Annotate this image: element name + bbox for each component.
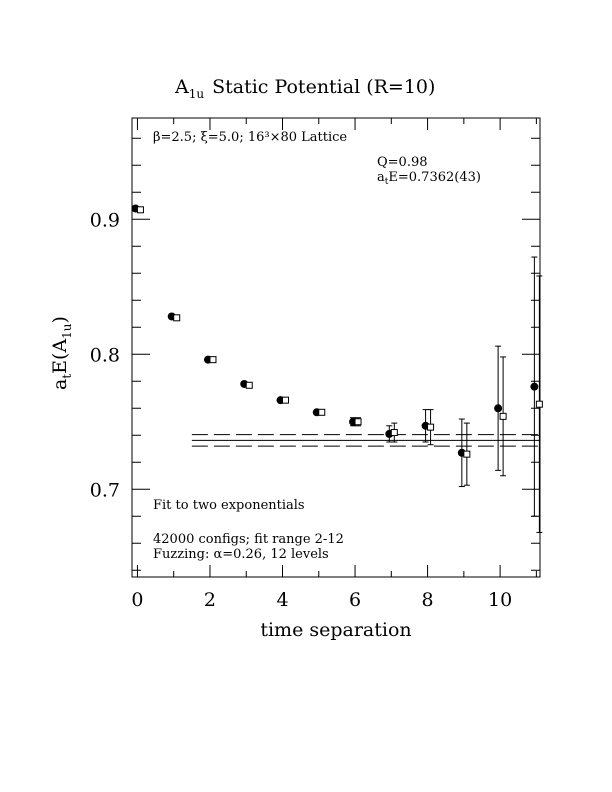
data-point-square bbox=[427, 423, 435, 431]
fit-result-rest: E=0.7362(43) bbox=[388, 170, 481, 185]
q-label: Q=0.98 bbox=[377, 155, 428, 170]
ylabel-sub-1u: 1u bbox=[60, 323, 74, 339]
x-axis-label: time separation bbox=[260, 619, 411, 641]
data-point-square bbox=[209, 356, 217, 364]
data-point-square bbox=[136, 206, 144, 214]
data-point-square bbox=[499, 412, 507, 420]
title-subscript: 1u bbox=[189, 87, 205, 101]
fit-result-sub: t bbox=[385, 177, 389, 187]
chart-title: A1u Static Potential (R=10) bbox=[174, 76, 435, 101]
fit-result-main: a bbox=[377, 170, 385, 185]
ylabel-sub-t: t bbox=[60, 374, 74, 379]
y-axis-label: atE(A1u) bbox=[49, 316, 74, 390]
axis-ticks bbox=[132, 118, 540, 577]
fit-note: Fit to two exponentials bbox=[153, 498, 305, 513]
data-point-square bbox=[282, 396, 290, 404]
x-tick-label: 10 bbox=[488, 589, 512, 611]
data-points bbox=[131, 204, 543, 533]
x-tick-label: 8 bbox=[422, 589, 434, 611]
y-tick-label: 0.7 bbox=[90, 479, 120, 501]
x-tick-label: 6 bbox=[349, 589, 361, 611]
data-point-circle bbox=[494, 404, 503, 413]
lattice-label: β=2.5; ξ=5.0; 16³×80 Lattice bbox=[153, 130, 347, 145]
y-tick-label: 0.8 bbox=[90, 344, 120, 366]
configs-note: 42000 configs; fit range 2-12 bbox=[153, 532, 344, 547]
fit-result-label: atE=0.7362(43) bbox=[377, 170, 481, 187]
ylabel-end: ) bbox=[49, 316, 71, 323]
y-tick-label: 0.9 bbox=[90, 209, 120, 231]
fit-lines bbox=[191, 434, 540, 447]
x-tick-label: 4 bbox=[276, 589, 288, 611]
plot-frame bbox=[131, 117, 541, 578]
ylabel-main: a bbox=[49, 379, 71, 390]
axis-tick-labels: 0 2 4 6 8 10 0.7 0.8 0.9 bbox=[90, 209, 512, 611]
x-tick-label: 2 bbox=[204, 589, 216, 611]
data-point-square bbox=[318, 408, 326, 416]
title-text: Static Potential (R=10) bbox=[212, 76, 435, 98]
fuzzing-note: Fuzzing: α=0.26, 12 levels bbox=[153, 547, 329, 562]
data-point-square bbox=[390, 429, 398, 437]
data-point-circle bbox=[530, 382, 539, 391]
data-point-square bbox=[173, 314, 181, 322]
title-main: A bbox=[174, 76, 189, 98]
data-point-square bbox=[245, 381, 253, 389]
data-point-square bbox=[463, 450, 471, 458]
x-tick-label: 0 bbox=[131, 589, 143, 611]
ylabel-mid: E(A bbox=[49, 339, 71, 374]
data-point-square bbox=[535, 400, 543, 408]
data-point-square bbox=[354, 418, 362, 426]
